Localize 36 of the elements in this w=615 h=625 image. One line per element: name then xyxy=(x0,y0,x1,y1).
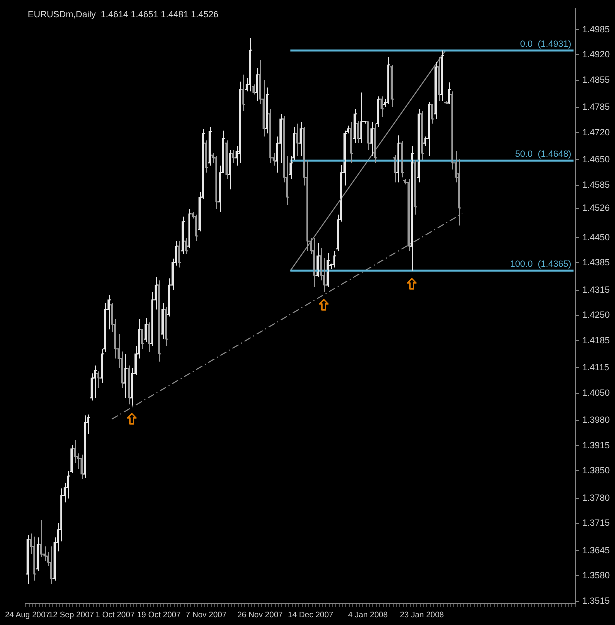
y-tick-label: 1.4985 xyxy=(582,24,610,34)
annotation: 0.0 (1.4931) xyxy=(520,38,572,49)
y-tick-label: 1.3645 xyxy=(582,545,610,556)
x-tick-label: 23 Jan 2008 xyxy=(400,610,445,620)
x-tick-label: 24 Aug 2007 xyxy=(5,610,51,620)
y-tick-label: 1.4720 xyxy=(582,127,610,138)
y-tick-label: 1.3780 xyxy=(582,492,610,503)
y-tick-label: 1.4526 xyxy=(582,202,610,213)
y-tick-label: 1.4585 xyxy=(582,180,610,190)
y-tick-label: 1.4450 xyxy=(582,232,610,242)
y-tick-label: 1.3915 xyxy=(582,440,610,450)
y-tick-label: 1.4115 xyxy=(582,362,610,373)
y-tick-label: 1.3980 xyxy=(582,415,610,426)
y-tick-label: 1.3715 xyxy=(582,518,610,528)
y-tick-label: 1.3850 xyxy=(582,466,610,476)
x-tick-label: 7 Nov 2007 xyxy=(186,610,228,620)
y-tick-label: 1.3580 xyxy=(582,570,610,581)
x-tick-label: 1 Oct 2007 xyxy=(96,610,136,620)
x-tick-label: 4 Jan 2008 xyxy=(348,610,388,620)
y-tick-label: 1.4185 xyxy=(582,335,610,346)
x-tick-label: 26 Nov 2007 xyxy=(238,610,284,620)
y-tick-label: 1.4050 xyxy=(582,388,610,398)
y-tick-label: 1.3515 xyxy=(582,596,610,606)
annotation: 50.0 (1.4648) xyxy=(515,148,572,159)
y-tick-label: 1.4315 xyxy=(582,284,610,295)
y-tick-label: 1.4920 xyxy=(582,50,610,60)
y-tick-label: 1.4785 xyxy=(582,102,610,112)
chart-title: EURUSDm,Daily 1.4614 1.4651 1.4481 1.4526 xyxy=(28,9,219,20)
x-tick-label: 14 Dec 2007 xyxy=(288,610,334,620)
y-tick-label: 1.4650 xyxy=(582,154,610,165)
y-tick-label: 1.4855 xyxy=(582,74,610,85)
x-tick-label: 19 Oct 2007 xyxy=(137,610,182,620)
x-tick-label: 12 Sep 2007 xyxy=(48,610,95,620)
annotation: 100.0 (1.4365) xyxy=(510,258,572,269)
y-tick-label: 1.4250 xyxy=(582,310,610,320)
y-tick-label: 1.4385 xyxy=(582,258,610,268)
